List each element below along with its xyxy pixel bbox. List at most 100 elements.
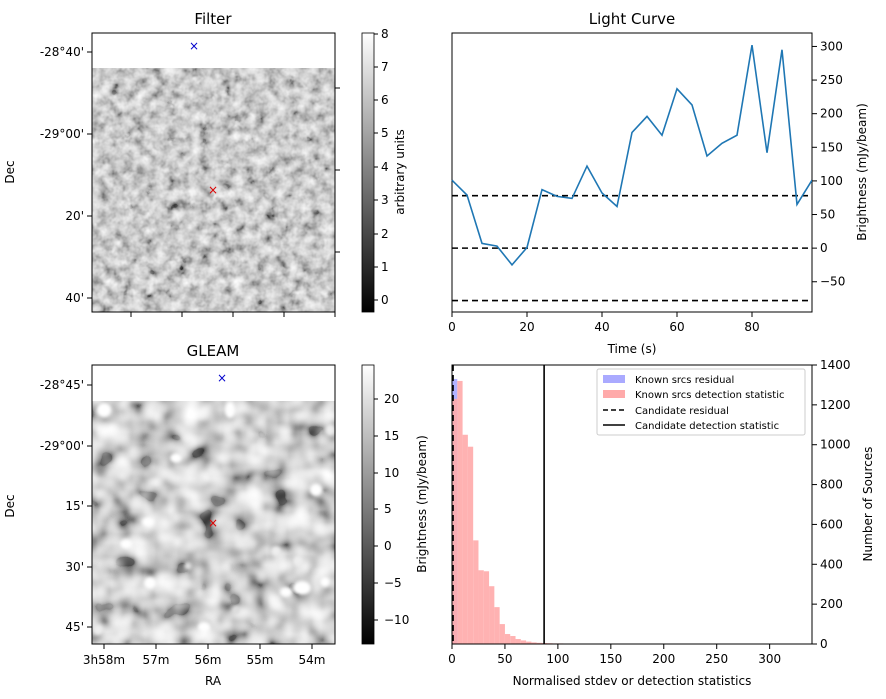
light-curve-ylabel: Brightness (mJy/beam) [855,103,869,241]
histogram-candidate-lines [452,365,545,644]
gleam-colorbar-tick: 20 [384,392,399,406]
gleam-colorbar-tick: −5 [384,576,402,590]
light-curve-threshold-lines [452,194,812,302]
histogram-bar [489,586,495,644]
histogram-bar [494,607,500,644]
xtick-label: 20 [519,320,534,334]
xtick-label: 200 [652,652,675,666]
gleam-colorbar [361,364,375,645]
histogram-xticks: 0 50 100 150 200 250 300 [448,644,781,666]
gleam-ylabel: Dec [3,494,17,517]
filter-colorbar-tick: 3 [381,193,389,207]
gleam-colorbar-tick: −10 [384,613,409,627]
gleam-blue-cross-icon: × [217,371,227,385]
ytick-label: 200 [820,107,843,121]
filter-colorbar-tick: 0 [381,293,389,307]
gleam-colorbar-tick: 10 [384,466,399,480]
gleam-title: GLEAM [187,342,240,360]
histogram-bar [478,570,484,644]
gleam-xlabel: RA [205,674,222,688]
filter-ylabel: Dec [3,160,17,183]
filter-minor-ticks [130,87,340,317]
light-curve-yticks: 300 250 200 150 100 50 0 −50 [812,39,845,289]
xtick-label: 40 [594,320,609,334]
xtick-label: 60 [669,320,684,334]
histogram-bar [483,571,490,644]
histogram-bar [520,640,527,644]
light-curve-xlabel: Time (s) [607,342,657,356]
gleam-colorbar-tick: 5 [384,502,392,516]
legend-label: Known srcs detection statistic [635,390,784,401]
gleam-colorbar-ticks: 20 15 10 5 0 −5 −10 [374,392,409,627]
gleam-xtick-label: 3h58m [83,653,125,667]
histogram-bars [452,378,622,644]
filter-ytick-label: 40' [65,291,84,305]
legend-label: Known srcs residual [635,375,734,386]
histogram-bar [452,398,458,644]
gleam-colorbar-tick: 0 [384,539,392,553]
gleam-xtick-label: 55m [247,653,274,667]
xtick-label: 150 [599,652,622,666]
gleam-red-cross-icon: × [208,516,218,530]
filter-frame [91,32,336,313]
filter-ytick-label: -29°00' [40,127,84,141]
gleam-colorbar-tick: 15 [384,429,399,443]
xtick-label: 50 [497,652,512,666]
filter-colorbar-tick: 5 [381,126,389,140]
gleam-yticks: -28°45' -29°00' 15' 30' 45' [40,378,92,634]
histogram-right-ylabel: Number of Sources [861,447,875,562]
filter-colorbar-ticks: 8 7 6 5 4 3 2 1 0 [374,27,389,307]
light-curve-axes [451,32,813,313]
ytick-label: 300 [820,39,843,53]
ytick-label: 150 [820,140,843,154]
ytick-label: 800 [820,478,843,492]
histogram-bar [462,434,468,644]
legend-label: Candidate residual [635,406,729,417]
light-curve-title: Light Curve [589,10,675,28]
xtick-label: 80 [744,320,759,334]
light-curve-xticks: 0 20 40 60 80 [448,312,760,334]
histogram-bar [510,636,516,644]
histogram-xlabel: Normalised stdev or detection statistics [513,674,752,688]
histogram-bar [526,641,532,644]
filter-colorbar-tick: 4 [381,160,389,174]
xtick-label: 0 [448,652,456,666]
histogram-bar [504,634,511,644]
ytick-label: −50 [820,275,845,289]
histogram-bar [473,540,479,644]
xtick-label: 250 [705,652,728,666]
filter-title: Filter [194,10,232,28]
ytick-label: 600 [820,517,843,531]
filter-colorbar-tick: 1 [381,260,389,274]
filter-colorbar-label: arbitrary units [393,129,407,215]
filter-colorbar-tick: 2 [381,227,389,241]
filter-yticks: -28°40' -29°00' 20' 40' [40,45,92,305]
histogram-bar [467,446,474,644]
gleam-ytick-label: 45' [65,620,84,634]
ytick-label: 1000 [820,438,851,452]
gleam-panel: GLEAM × × Dec RA [3,342,409,688]
gleam-xtick-label: 57m [143,653,170,667]
ytick-label: 1200 [820,398,851,412]
gleam-ytick-label: -29°00' [40,439,84,453]
filter-ytick-label: 20' [65,209,84,223]
legend-label: Candidate detection statistic [635,421,779,432]
xtick-label: 300 [758,652,781,666]
filter-colorbar-tick: 6 [381,93,389,107]
light-curve-line [451,44,813,267]
filter-image [92,68,335,312]
ytick-label: 0 [820,241,828,255]
histogram-bar [531,642,537,644]
filter-ytick-label: -28°40' [40,45,84,59]
histogram-bar [536,642,542,644]
filter-red-cross-icon: × [208,183,218,197]
xtick-label: 100 [546,652,569,666]
histogram-bar [499,624,505,644]
ytick-label: 100 [820,174,843,188]
gleam-image [92,401,335,644]
histogram-legend: Known srcs residual Known srcs detection… [596,368,806,436]
gleam-ytick-label: 30' [65,560,84,574]
gleam-xticks: 3h58m 57m 56m 55m 54m [83,644,325,667]
histogram-axes [451,364,813,645]
